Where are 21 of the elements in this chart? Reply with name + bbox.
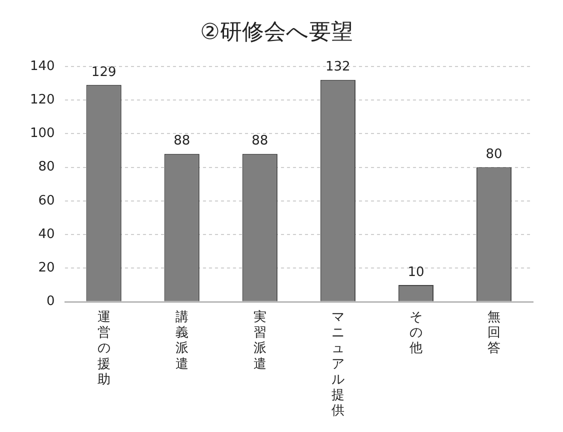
data-label: 80 bbox=[486, 147, 502, 162]
x-tick-label: マニュアル提供 bbox=[331, 310, 344, 419]
y-tick-label: 20 bbox=[38, 260, 55, 276]
data-label: 88 bbox=[252, 134, 268, 149]
x-tick-label: 運営の援助 bbox=[97, 310, 110, 388]
data-label: 132 bbox=[326, 60, 350, 75]
data-label: 10 bbox=[408, 264, 424, 280]
y-tick-label: 80 bbox=[38, 160, 55, 175]
x-tick-label: 講義派遣 bbox=[175, 310, 188, 372]
y-tick-label: 120 bbox=[30, 92, 55, 108]
x-tick-label: その他 bbox=[409, 310, 422, 356]
data-label: 129 bbox=[91, 64, 116, 80]
y-tick-label: 0 bbox=[46, 294, 55, 310]
data-label: 88 bbox=[174, 134, 190, 149]
x-tick-label: 無回答 bbox=[487, 310, 500, 356]
chart-title: ②研修会へ要望 bbox=[200, 20, 353, 45]
x-tick-label: 実習派遣 bbox=[253, 308, 266, 372]
y-tick-label: 40 bbox=[38, 226, 55, 242]
y-tick-label: 60 bbox=[38, 193, 55, 208]
y-tick-label: 140 bbox=[30, 58, 55, 74]
y-tick-label: 100 bbox=[30, 126, 55, 142]
